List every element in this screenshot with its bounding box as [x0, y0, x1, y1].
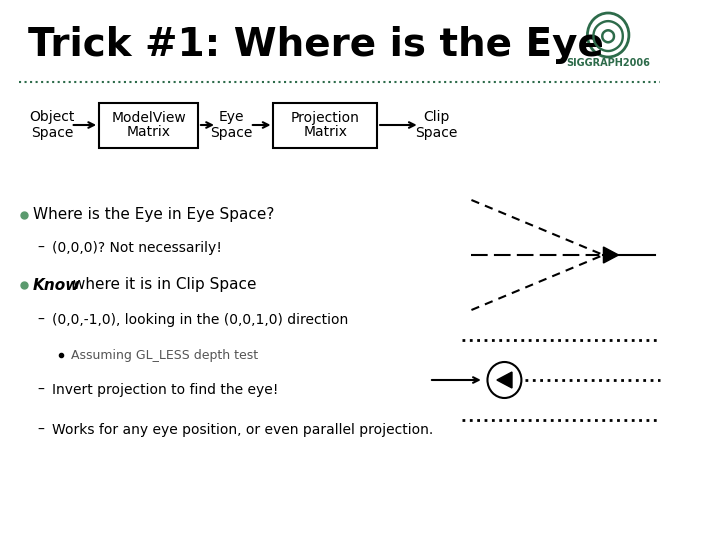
Text: Object: Object	[30, 110, 75, 124]
Text: Assuming GL_LESS depth test: Assuming GL_LESS depth test	[71, 348, 258, 361]
Text: SIGGRAPH2006: SIGGRAPH2006	[566, 58, 650, 68]
Text: Clip: Clip	[423, 110, 450, 124]
Text: Space: Space	[210, 126, 252, 140]
Text: Invert projection to find the eye!: Invert projection to find the eye!	[52, 383, 278, 397]
Text: ModelView: ModelView	[111, 111, 186, 125]
Text: (0,0,0)? Not necessarily!: (0,0,0)? Not necessarily!	[52, 241, 222, 255]
Text: Projection: Projection	[291, 111, 360, 125]
Text: Space: Space	[415, 126, 458, 140]
Text: –: –	[37, 313, 45, 327]
Text: Matrix: Matrix	[303, 125, 347, 139]
Text: –: –	[37, 383, 45, 397]
Text: –: –	[37, 423, 45, 437]
FancyBboxPatch shape	[99, 103, 198, 147]
FancyBboxPatch shape	[274, 103, 377, 147]
Polygon shape	[603, 247, 618, 263]
Text: Eye: Eye	[218, 110, 244, 124]
Text: Works for any eye position, or even parallel projection.: Works for any eye position, or even para…	[52, 423, 433, 437]
Text: ◎: ◎	[590, 14, 626, 56]
Text: Know: Know	[33, 278, 81, 293]
Text: Trick #1: Where is the Eye: Trick #1: Where is the Eye	[28, 26, 604, 64]
Text: Space: Space	[31, 126, 73, 140]
Polygon shape	[497, 372, 512, 388]
Text: Where is the Eye in Eye Space?: Where is the Eye in Eye Space?	[33, 207, 274, 222]
Text: Matrix: Matrix	[127, 125, 171, 139]
Text: where it is in Clip Space: where it is in Clip Space	[68, 278, 256, 293]
Text: –: –	[37, 241, 45, 255]
Text: (0,0,-1,0), looking in the (0,0,1,0) direction: (0,0,-1,0), looking in the (0,0,1,0) dir…	[52, 313, 348, 327]
